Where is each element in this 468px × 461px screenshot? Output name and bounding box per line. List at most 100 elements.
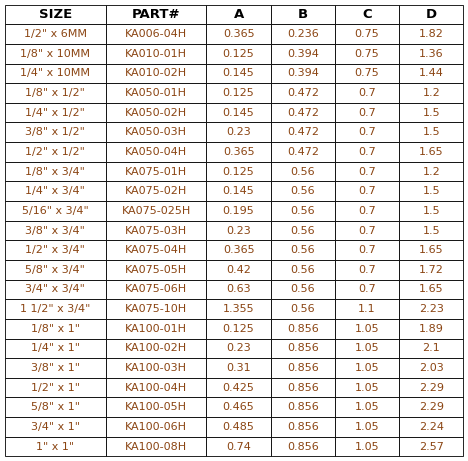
Bar: [206, 142, 271, 162]
Bar: [106, 397, 206, 417]
Bar: [106, 319, 206, 338]
Bar: [271, 299, 335, 319]
Text: 0.56: 0.56: [291, 166, 315, 177]
Text: 0.7: 0.7: [358, 225, 376, 236]
Bar: [106, 24, 206, 44]
Text: 1.65: 1.65: [419, 245, 444, 255]
Bar: [5, 181, 106, 201]
Text: 1.05: 1.05: [355, 442, 380, 452]
Bar: [206, 437, 271, 456]
Text: 0.56: 0.56: [291, 225, 315, 236]
Text: 0.74: 0.74: [226, 442, 251, 452]
Bar: [335, 280, 399, 299]
Bar: [271, 83, 335, 103]
Bar: [206, 397, 271, 417]
Bar: [335, 260, 399, 280]
Text: 0.56: 0.56: [291, 206, 315, 216]
Text: 3/8" x 1": 3/8" x 1": [30, 363, 80, 373]
Text: 0.75: 0.75: [355, 29, 380, 39]
Bar: [5, 123, 106, 142]
Text: 1.89: 1.89: [419, 324, 444, 334]
Bar: [335, 240, 399, 260]
Bar: [271, 358, 335, 378]
Bar: [5, 378, 106, 397]
Text: 1/4" x 10MM: 1/4" x 10MM: [20, 68, 90, 78]
Text: 1.2: 1.2: [422, 166, 440, 177]
Text: 0.56: 0.56: [291, 245, 315, 255]
Text: KA075-01H: KA075-01H: [125, 166, 187, 177]
Text: 0.75: 0.75: [355, 68, 380, 78]
Bar: [335, 44, 399, 64]
Text: KA075-04H: KA075-04H: [125, 245, 187, 255]
Bar: [399, 44, 463, 64]
Bar: [335, 319, 399, 338]
Bar: [206, 103, 271, 123]
Bar: [399, 24, 463, 44]
Bar: [5, 103, 106, 123]
Text: KA100-01H: KA100-01H: [125, 324, 187, 334]
Text: 1.36: 1.36: [419, 49, 444, 59]
Text: 0.7: 0.7: [358, 265, 376, 275]
Text: 0.125: 0.125: [223, 88, 255, 98]
Bar: [271, 397, 335, 417]
Text: 0.856: 0.856: [287, 442, 319, 452]
Text: 2.1: 2.1: [422, 343, 440, 353]
Text: C: C: [362, 8, 372, 21]
Bar: [206, 358, 271, 378]
Text: 0.7: 0.7: [358, 284, 376, 295]
Text: 0.856: 0.856: [287, 402, 319, 412]
Bar: [335, 83, 399, 103]
Bar: [271, 240, 335, 260]
Text: 0.856: 0.856: [287, 343, 319, 353]
Bar: [271, 5, 335, 24]
Text: KA050-03H: KA050-03H: [125, 127, 187, 137]
Text: 0.7: 0.7: [358, 88, 376, 98]
Text: 1.05: 1.05: [355, 343, 380, 353]
Bar: [206, 378, 271, 397]
Bar: [106, 378, 206, 397]
Bar: [206, 162, 271, 181]
Text: 1/8" x 1/2": 1/8" x 1/2": [25, 88, 85, 98]
Bar: [206, 240, 271, 260]
Bar: [335, 417, 399, 437]
Bar: [5, 83, 106, 103]
Bar: [106, 299, 206, 319]
Bar: [106, 240, 206, 260]
Text: 1.2: 1.2: [422, 88, 440, 98]
Text: KA050-02H: KA050-02H: [125, 108, 187, 118]
Text: 0.7: 0.7: [358, 147, 376, 157]
Bar: [399, 64, 463, 83]
Bar: [399, 201, 463, 221]
Bar: [106, 83, 206, 103]
Text: 3/4" x 1": 3/4" x 1": [30, 422, 80, 432]
Text: KA075-06H: KA075-06H: [125, 284, 187, 295]
Text: 3/8" x 1/2": 3/8" x 1/2": [25, 127, 85, 137]
Bar: [5, 338, 106, 358]
Text: A: A: [234, 8, 244, 21]
Text: 1 1/2" x 3/4": 1 1/2" x 3/4": [20, 304, 90, 314]
Text: 0.472: 0.472: [287, 127, 319, 137]
Bar: [5, 201, 106, 221]
Text: 0.7: 0.7: [358, 166, 376, 177]
Text: 1.5: 1.5: [423, 206, 440, 216]
Text: 0.365: 0.365: [223, 147, 255, 157]
Bar: [206, 221, 271, 240]
Text: 1/4" x 1/2": 1/4" x 1/2": [25, 108, 85, 118]
Text: 0.23: 0.23: [226, 343, 251, 353]
Text: 1/2" x 6MM: 1/2" x 6MM: [23, 29, 87, 39]
Bar: [206, 83, 271, 103]
Bar: [335, 162, 399, 181]
Text: 0.145: 0.145: [223, 186, 255, 196]
Text: KA050-01H: KA050-01H: [125, 88, 187, 98]
Bar: [106, 142, 206, 162]
Text: 0.75: 0.75: [355, 49, 380, 59]
Bar: [206, 299, 271, 319]
Text: KA075-02H: KA075-02H: [125, 186, 187, 196]
Bar: [271, 181, 335, 201]
Text: 1.65: 1.65: [419, 147, 444, 157]
Bar: [5, 24, 106, 44]
Bar: [5, 240, 106, 260]
Bar: [271, 280, 335, 299]
Bar: [206, 201, 271, 221]
Bar: [399, 83, 463, 103]
